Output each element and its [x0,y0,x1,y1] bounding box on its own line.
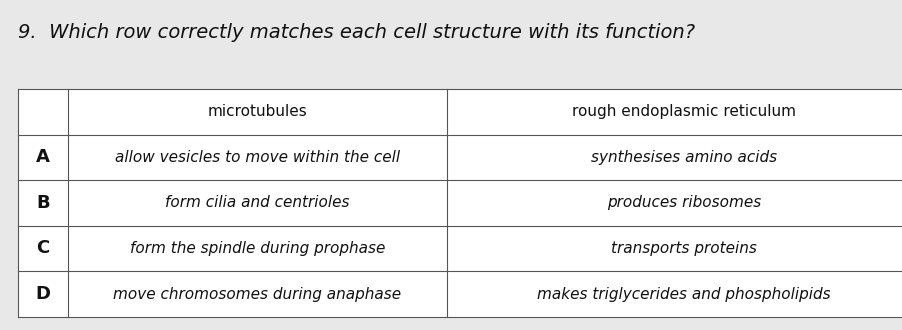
Text: form the spindle during prophase: form the spindle during prophase [130,241,384,256]
Text: C: C [36,240,50,257]
Text: form cilia and centrioles: form cilia and centrioles [165,195,349,211]
Text: D: D [35,285,51,303]
Text: produces ribosomes: produces ribosomes [606,195,760,211]
Bar [18,89,902,317]
Text: rough endoplasmic reticulum: rough endoplasmic reticulum [571,104,796,119]
Text: B: B [36,194,50,212]
Text: 9.  Which row correctly matches each cell structure with its function?: 9. Which row correctly matches each cell… [18,23,695,42]
Text: transports proteins: transports proteins [611,241,756,256]
Text: allow vesicles to move within the cell: allow vesicles to move within the cell [115,150,400,165]
Text: microtubules: microtubules [207,104,307,119]
Text: A: A [36,148,50,166]
Text: synthesises amino acids: synthesises amino acids [590,150,777,165]
Text: makes triglycerides and phospholipids: makes triglycerides and phospholipids [537,286,830,302]
Text: move chromosomes during anaphase: move chromosomes during anaphase [113,286,401,302]
